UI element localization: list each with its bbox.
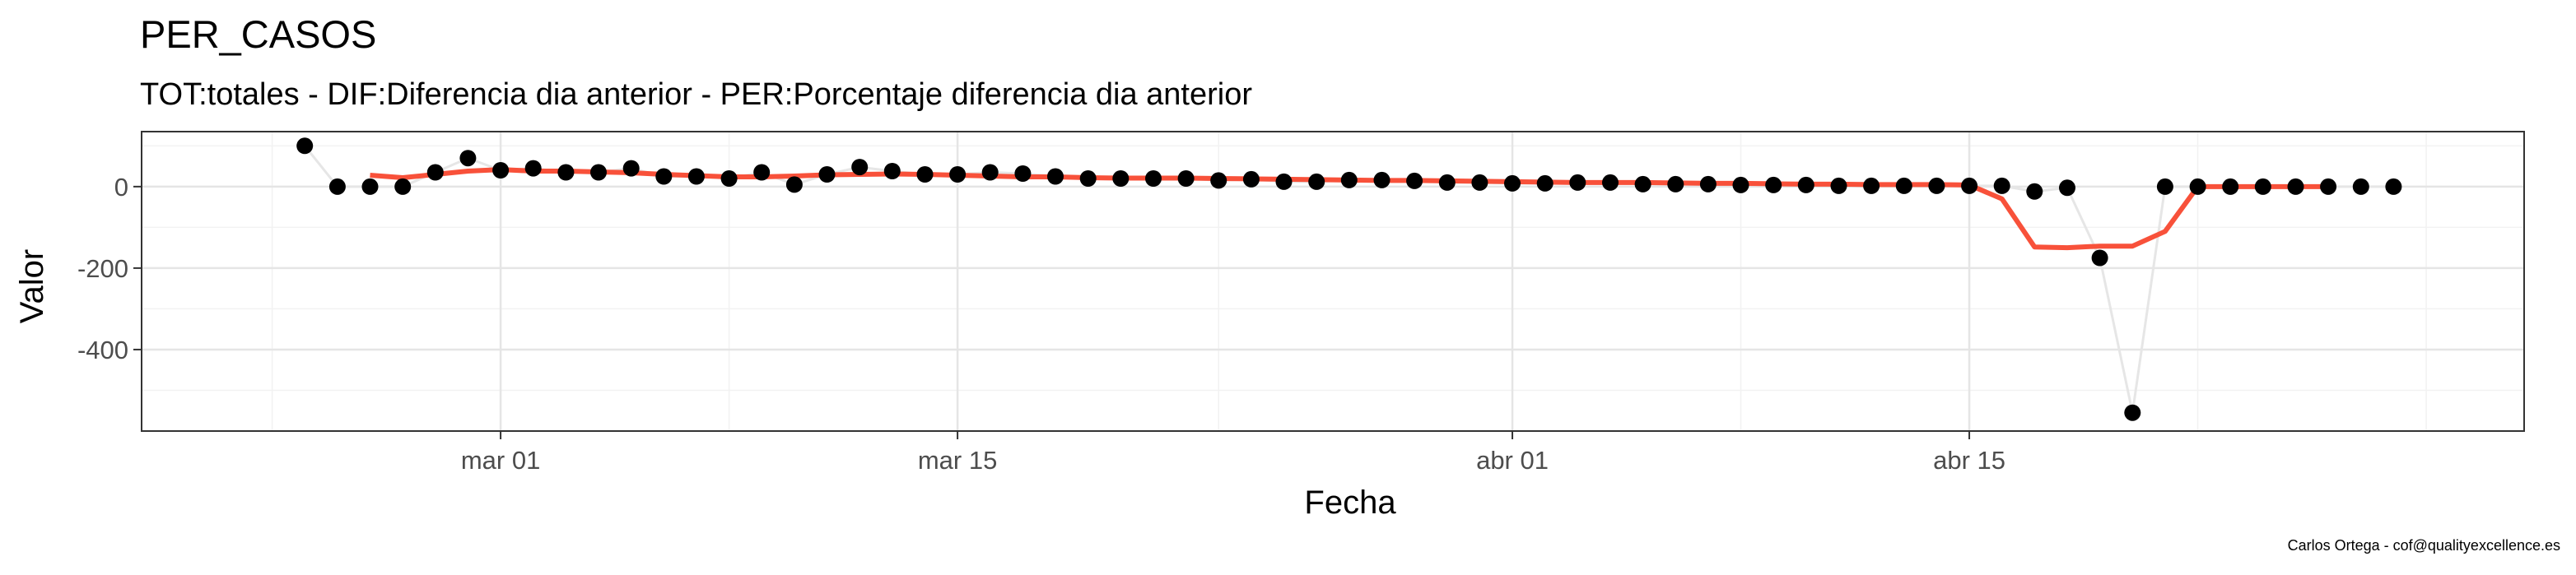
data-point (622, 160, 640, 177)
data-point (2352, 178, 2369, 195)
data-point (1275, 173, 1293, 190)
data-point (1797, 176, 1814, 193)
data-point (1569, 174, 1586, 191)
data-point (2156, 178, 2173, 195)
data-point (1961, 177, 1978, 194)
x-tick-label: abr 15 (1933, 446, 2005, 475)
data-point (590, 164, 607, 181)
chart-title: PER_CASOS (140, 12, 376, 56)
data-point (2287, 178, 2304, 195)
data-point (1340, 171, 1358, 188)
data-point (492, 162, 510, 179)
data-point (2222, 178, 2239, 195)
data-point (2059, 179, 2075, 197)
data-point (753, 164, 771, 181)
x-tick-label: mar 15 (918, 446, 997, 475)
data-point (1993, 177, 2010, 194)
data-point (1667, 175, 1684, 192)
data-point (949, 166, 967, 183)
data-point (459, 150, 477, 167)
data-point (1308, 173, 1325, 190)
y-tick-label: -200 (77, 254, 128, 283)
data-point (1145, 170, 1162, 187)
data-point (916, 166, 934, 183)
data-point (981, 164, 999, 181)
y-tick-label: 0 (114, 173, 128, 202)
data-point (328, 178, 346, 195)
data-point (2189, 178, 2206, 195)
data-point (524, 160, 542, 177)
x-axis-ticks: mar 01 mar 15 abr 01 abr 15 (461, 431, 2005, 475)
data-point (1536, 174, 1554, 192)
data-point (2254, 178, 2271, 195)
data-point (2124, 404, 2141, 421)
data-point (1014, 165, 1032, 182)
data-point (1471, 174, 1488, 191)
data-point (785, 176, 803, 193)
data-point (1112, 170, 1130, 187)
plot-panel (141, 131, 2525, 432)
data-point (1373, 171, 1390, 188)
data-point (2320, 178, 2337, 195)
data-point (2385, 178, 2402, 195)
data-point (1765, 176, 1782, 193)
data-point (1928, 177, 1945, 194)
data-point (818, 166, 836, 183)
data-point (687, 168, 705, 185)
x-tick-label: mar 01 (461, 446, 540, 475)
data-points (296, 137, 2402, 421)
chart-subtitle: TOT:totales - DIF:Diferencia dia anterio… (140, 77, 1252, 112)
data-point (1210, 172, 1227, 189)
data-point (883, 163, 901, 179)
chart-caption: Carlos Ortega - cof@qualityexcellence.es (2288, 537, 2560, 554)
data-point (557, 164, 575, 181)
x-axis-title: Fecha (1304, 485, 1396, 521)
data-point (361, 178, 379, 195)
data-point (296, 137, 314, 155)
y-axis-title: Valor (14, 249, 50, 323)
data-point (1830, 177, 1847, 194)
data-point (2026, 183, 2043, 200)
data-point (1634, 175, 1651, 192)
x-tick-label: abr 01 (1476, 446, 1549, 475)
data-point (1438, 174, 1456, 191)
data-point (1895, 177, 1912, 194)
data-point (1177, 170, 1195, 187)
data-point (394, 178, 412, 195)
data-point (1602, 174, 1619, 191)
data-point (1863, 177, 1880, 194)
panel-border (141, 131, 2525, 432)
data-point (2091, 249, 2108, 267)
grid-major (142, 132, 2524, 431)
data-point (1699, 175, 1717, 192)
data-point (1504, 174, 1521, 192)
data-point (426, 164, 444, 181)
data-point (1047, 168, 1064, 185)
y-axis-ticks: 0 -200 -400 (77, 173, 142, 364)
y-tick-label: -400 (77, 336, 128, 364)
data-point (720, 170, 738, 187)
data-point (1242, 170, 1260, 188)
data-point (851, 159, 869, 176)
data-point (1079, 170, 1097, 187)
data-point (1732, 176, 1749, 193)
data-point (1406, 172, 1423, 189)
data-point (655, 168, 673, 185)
